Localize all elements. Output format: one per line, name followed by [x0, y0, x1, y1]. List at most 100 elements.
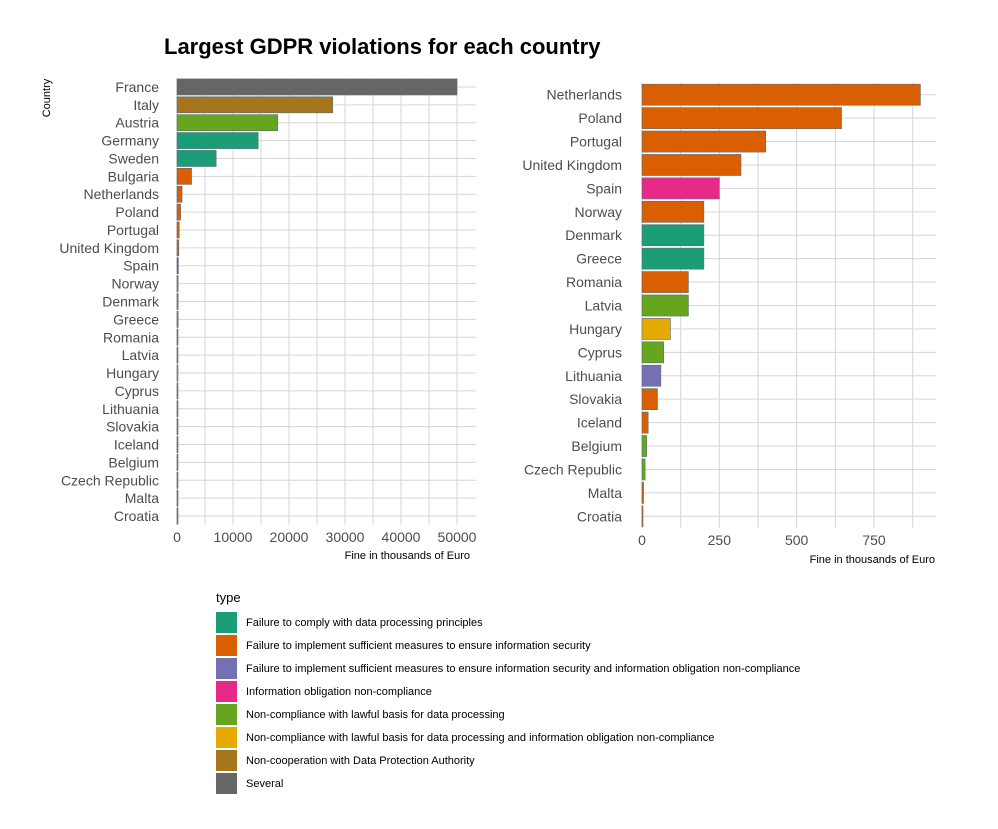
- bar-norway: [641, 200, 705, 223]
- tick-label-spain: Spain: [123, 258, 159, 274]
- bar-netherlands: [176, 185, 183, 203]
- legend: type Failure to comply with data process…: [216, 590, 800, 795]
- tick-label-croatia: Croatia: [114, 508, 159, 524]
- x-tick-label-30000: 30000: [326, 529, 365, 545]
- bar-slovakia: [641, 388, 658, 411]
- legend-label: Non-cooperation with Data Protection Aut…: [246, 754, 475, 767]
- tick-label-lithuania: Lithuania: [102, 401, 159, 417]
- tick-label-norway: Norway: [575, 204, 622, 220]
- tick-label-hungary: Hungary: [569, 321, 622, 337]
- legend-item: Several: [216, 772, 800, 795]
- x-tick-label-0: 0: [173, 529, 181, 545]
- tick-label-sweden: Sweden: [108, 150, 159, 166]
- tick-label-portugal: Portugal: [570, 134, 622, 150]
- bar-denmark: [176, 293, 179, 310]
- tick-label-latvia: Latvia: [585, 298, 623, 314]
- tick-label-poland: Poland: [578, 110, 622, 126]
- tick-label-spain: Spain: [586, 180, 622, 196]
- tick-label-italy: Italy: [133, 97, 159, 113]
- bar-spain: [176, 257, 179, 275]
- legend-label: Failure to comply with data processing p…: [246, 616, 483, 629]
- bar-greece: [641, 247, 705, 270]
- x-tick-label-50000: 50000: [438, 529, 477, 545]
- chart-title: Largest GDPR violations for each country: [164, 34, 601, 59]
- bar-poland: [176, 203, 181, 221]
- legend-swatch: [216, 727, 237, 748]
- tick-label-netherlands: Netherlands: [547, 87, 623, 103]
- tick-label-iceland: Iceland: [114, 437, 159, 453]
- x-tick-label-750: 750: [862, 532, 886, 548]
- legend-swatch: [216, 658, 237, 679]
- bar-hungary: [176, 364, 179, 382]
- bar-croatia: [641, 505, 644, 528]
- bar-netherlands: [641, 83, 921, 106]
- bar-hungary: [641, 318, 671, 340]
- legend-item: Failure to comply with data processing p…: [216, 611, 800, 634]
- tick-label-poland: Poland: [115, 204, 159, 220]
- tick-label-united-kingdom: United Kingdom: [59, 240, 159, 256]
- bar-latvia: [176, 346, 179, 364]
- legend-title: type: [216, 590, 241, 605]
- tick-label-romania: Romania: [103, 329, 159, 345]
- x-tick-label-40000: 40000: [382, 529, 421, 545]
- bar-latvia: [641, 294, 689, 317]
- legend-item: Failure to implement sufficient measures…: [216, 657, 800, 680]
- bar-bulgaria: [176, 167, 192, 185]
- legend-items: Failure to comply with data processing p…: [216, 611, 800, 795]
- bar-denmark: [641, 224, 705, 247]
- bar-united-kingdom: [641, 154, 742, 176]
- tick-label-bulgaria: Bulgaria: [108, 168, 160, 184]
- legend-label: Several: [246, 777, 284, 790]
- x-tick-label-0: 0: [638, 532, 646, 548]
- bar-croatia: [176, 507, 179, 525]
- legend-label: Non-compliance with lawful basis for dat…: [246, 731, 715, 744]
- bar-romania: [641, 271, 689, 293]
- bar-czech-republic: [641, 458, 646, 481]
- tick-label-denmark: Denmark: [565, 227, 623, 243]
- x-tick-label-10000: 10000: [214, 529, 253, 545]
- bar-lithuania: [176, 400, 179, 418]
- bar-iceland: [641, 411, 649, 434]
- tick-label-portugal: Portugal: [107, 222, 159, 238]
- legend-swatch: [216, 635, 237, 656]
- legend-label: Failure to implement sufficient measures…: [246, 639, 591, 652]
- bar-iceland: [176, 436, 179, 453]
- tick-label-lithuania: Lithuania: [565, 368, 622, 384]
- legend-item: Failure to implement sufficient measures…: [216, 634, 800, 657]
- tick-label-germany: Germany: [101, 133, 159, 149]
- tick-label-austria: Austria: [115, 115, 159, 131]
- tick-label-france: France: [115, 79, 159, 95]
- bar-lithuania: [641, 364, 662, 387]
- legend-swatch: [216, 773, 237, 794]
- tick-label-slovakia: Slovakia: [106, 419, 159, 435]
- legend-swatch: [216, 681, 237, 702]
- tick-label-belgium: Belgium: [108, 454, 159, 470]
- tick-label-iceland: Iceland: [577, 415, 622, 431]
- legend-swatch: [216, 704, 237, 725]
- x-axis-label: Fine in thousands of Euro: [810, 554, 935, 566]
- legend-swatch: [216, 612, 237, 633]
- tick-label-latvia: Latvia: [122, 347, 160, 363]
- x-tick-label-500: 500: [785, 532, 809, 548]
- bar-norway: [176, 275, 179, 292]
- x-tick-label-250: 250: [708, 532, 732, 548]
- tick-label-greece: Greece: [113, 311, 159, 327]
- bar-portugal: [641, 130, 767, 153]
- tick-label-cyprus: Cyprus: [578, 344, 622, 360]
- bar-greece: [176, 311, 179, 328]
- legend-item: Non-compliance with lawful basis for dat…: [216, 726, 800, 749]
- legend-label: Failure to implement sufficient measures…: [246, 662, 801, 675]
- tick-label-croatia: Croatia: [577, 508, 622, 524]
- tick-label-malta: Malta: [125, 490, 159, 506]
- tick-label-romania: Romania: [566, 274, 622, 290]
- tick-label-cyprus: Cyprus: [115, 383, 159, 399]
- tick-label-netherlands: Netherlands: [84, 186, 160, 202]
- tick-label-greece: Greece: [576, 251, 622, 267]
- tick-label-czech-republic: Czech Republic: [524, 461, 622, 477]
- tick-label-slovakia: Slovakia: [569, 391, 622, 407]
- tick-label-hungary: Hungary: [106, 365, 159, 381]
- legend-swatch: [216, 750, 237, 771]
- right-bar-chart: Netherlands Poland Portugal United Kingdom S…: [522, 83, 936, 566]
